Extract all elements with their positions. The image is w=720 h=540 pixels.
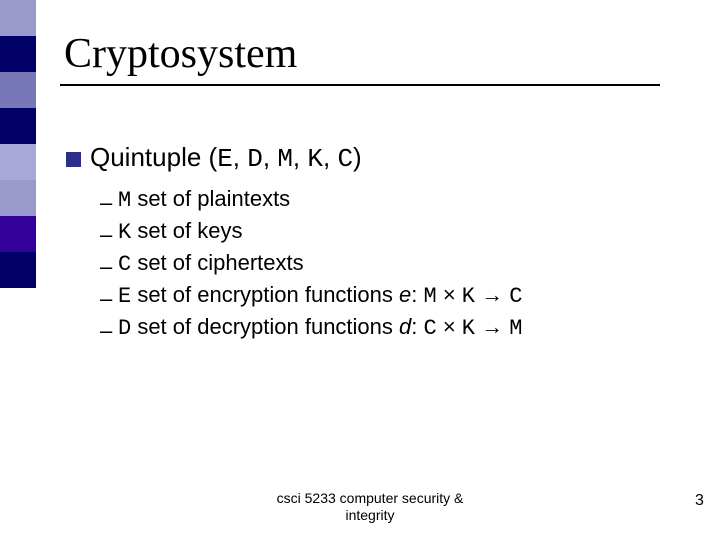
sidebar-decoration — [0, 0, 36, 540]
title-underline — [60, 84, 660, 86]
sub-bullet-dash: – — [100, 286, 112, 312]
sidebar-block — [0, 0, 36, 36]
slide-footer: csci 5233 computer security & integrity — [260, 490, 480, 524]
bullet-square — [66, 152, 81, 167]
footer-line1: csci 5233 computer security & — [277, 490, 464, 506]
sub-bullet-dash: – — [100, 190, 112, 216]
sidebar-block — [0, 72, 36, 108]
sub-bullet-text: C set of ciphertexts — [118, 250, 304, 277]
sub-bullet-dash: – — [100, 318, 112, 344]
sidebar-block — [0, 36, 36, 72]
sub-bullet-text: K set of keys — [118, 218, 242, 245]
sidebar-block — [0, 108, 36, 144]
sub-bullet-text: D set of decryption functions d: C × K →… — [118, 314, 522, 341]
sidebar-block — [0, 180, 36, 216]
page-number: 3 — [695, 492, 704, 510]
sidebar-block — [0, 252, 36, 288]
sidebar-block — [0, 144, 36, 180]
sub-bullet-text: E set of encryption functions e: M × K →… — [118, 282, 522, 309]
sub-bullet-text: M set of plaintexts — [118, 186, 290, 213]
slide-title: Cryptosystem — [64, 30, 297, 78]
main-bullet-text: Quintuple (E, D, M, K, C) — [90, 142, 362, 174]
sub-bullet-dash: – — [100, 222, 112, 248]
sub-bullet-dash: – — [100, 254, 112, 280]
footer-line2: integrity — [345, 507, 394, 523]
sidebar-block — [0, 216, 36, 252]
